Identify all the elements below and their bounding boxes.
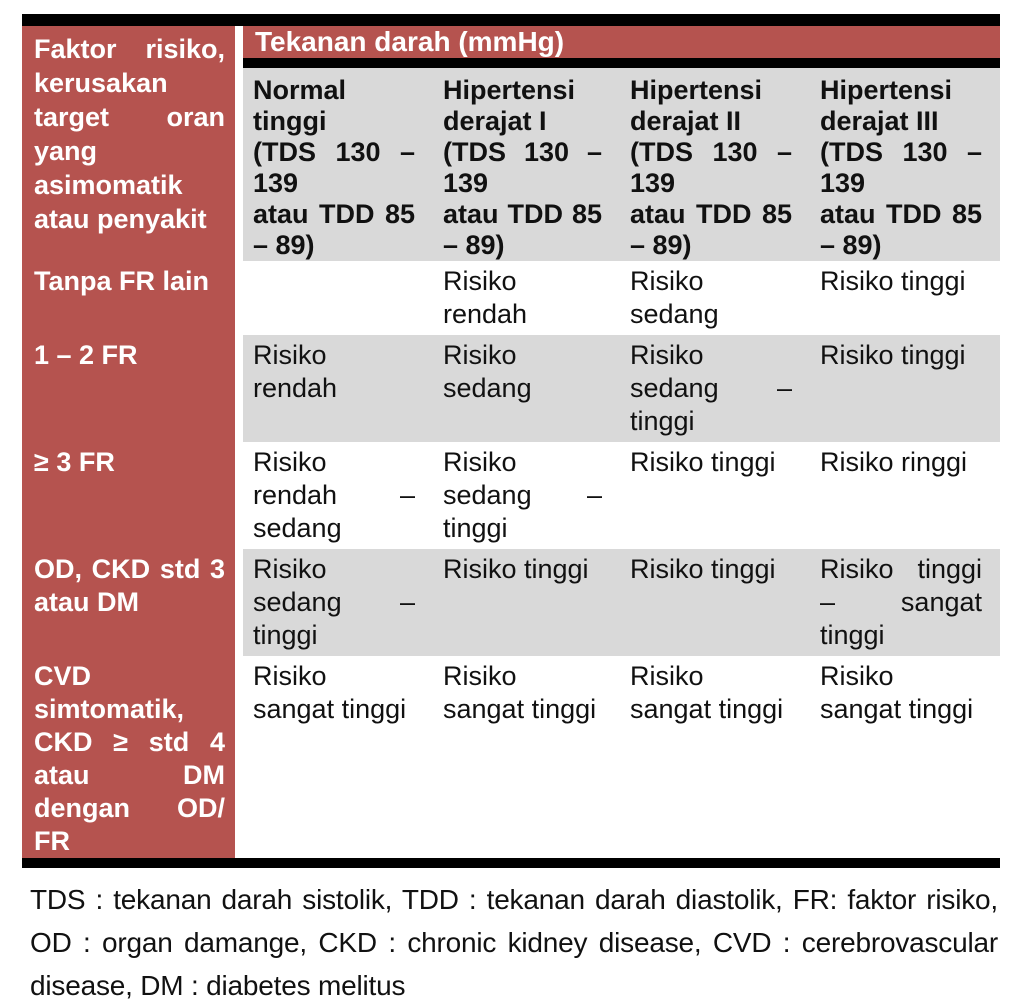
- abbreviation-footnote: TDS : tekanan darah sistolik, TDD : teka…: [30, 884, 998, 1001]
- risk-cell: Risiko sangat tinggi: [443, 661, 597, 724]
- row-label: Tanpa FR lain: [22, 261, 235, 335]
- risk-cell: Risiko rendah: [443, 266, 528, 329]
- risk-cell: Risiko tinggi: [620, 549, 810, 656]
- blood-pressure-group-header: Tekanan darah (mmHg): [243, 26, 1000, 58]
- risk-cell: Risiko rendah: [243, 335, 433, 442]
- risk-cell: Risiko tinggi: [820, 266, 966, 296]
- row-label: ≥ 3 FR: [22, 442, 235, 549]
- row-label: 1 – 2 FR: [22, 335, 235, 442]
- column-header-normal-tinggi: Normal tinggi (TDS 130 – 139 atau TDD 85…: [243, 68, 433, 261]
- risk-cell: Risiko sedang – tinggi: [243, 549, 433, 656]
- risk-cell: Risiko tinggi: [630, 447, 776, 477]
- risk-cell: Risiko sedang: [433, 335, 620, 442]
- header-rule-line: [243, 58, 1000, 68]
- row-label: OD, CKD std 3 atau DM: [22, 549, 235, 656]
- risk-cell: Risiko sangat tinggi: [253, 661, 407, 724]
- column-gap: [235, 26, 243, 858]
- risk-cell: Risiko sangat tinggi: [820, 661, 974, 724]
- bottom-rule-line: [22, 858, 1000, 868]
- column-header-hipertensi-3: Hipertensi derajat III (TDS 130 – 139 at…: [810, 68, 1000, 261]
- risk-cell: Risiko sedang – tinggi: [443, 447, 602, 543]
- risk-table: Faktor risiko, kerusakan target oran yan…: [22, 14, 1000, 868]
- risk-cell: Risiko sedang: [630, 266, 719, 329]
- risk-cell: Risiko ringgi: [820, 447, 968, 477]
- risk-cell: Risiko sangat tinggi: [630, 661, 784, 724]
- risk-cell: Risiko tinggi: [433, 549, 620, 656]
- risk-cell: Risiko tinggi: [810, 335, 1000, 442]
- corner-header: Faktor risiko, kerusakan target oran yan…: [22, 26, 235, 261]
- risk-cell: Risiko sedang – tinggi: [620, 335, 810, 442]
- risk-cell: Risiko tinggi – sangat tinggi: [810, 549, 1000, 656]
- risk-stratification-document: Faktor risiko, kerusakan target oran yan…: [22, 14, 1000, 1007]
- column-header-hipertensi-2: Hipertensi derajat II (TDS 130 – 139 ata…: [620, 68, 810, 261]
- risk-cell: Risiko rendah – sedang: [253, 447, 415, 543]
- top-rule-line: [22, 14, 1000, 26]
- risk-cell: [243, 261, 433, 335]
- column-header-hipertensi-1: Hipertensi derajat I (TDS 130 – 139 atau…: [433, 68, 620, 261]
- row-label: CVD simtomatik, CKD ≥ std 4 atau DM deng…: [22, 656, 235, 858]
